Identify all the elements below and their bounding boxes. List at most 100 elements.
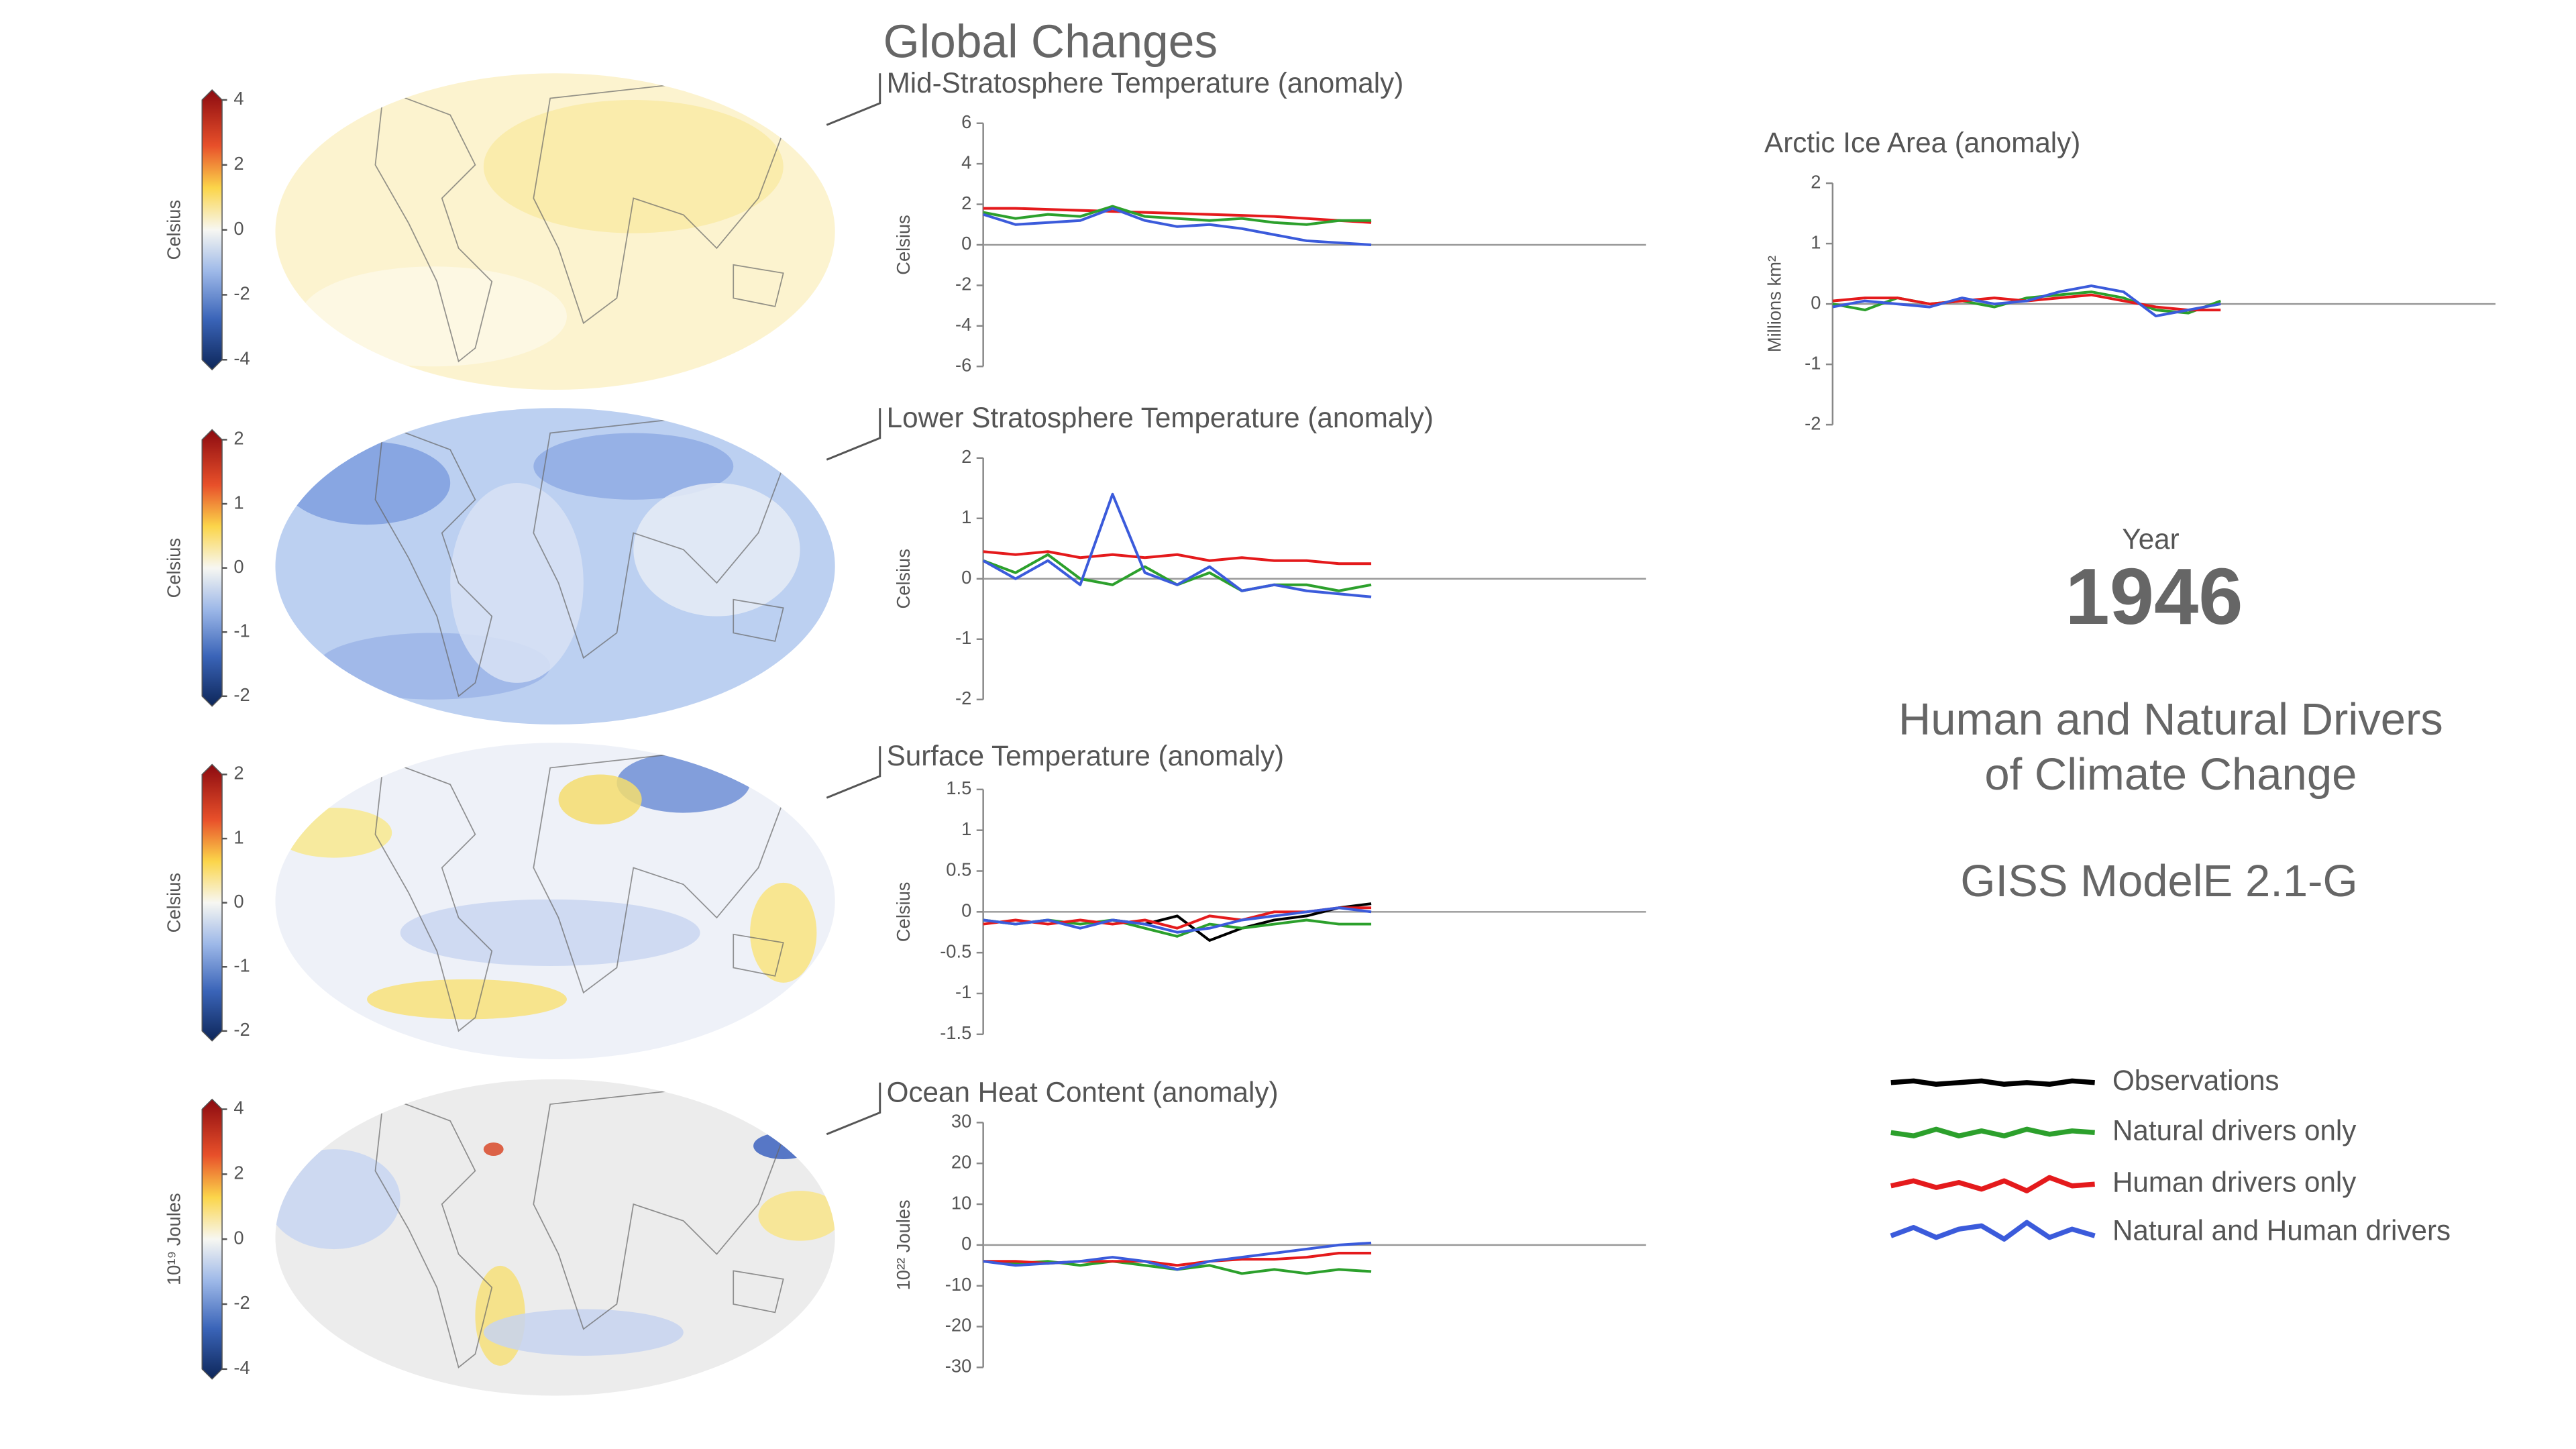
map-anomaly xyxy=(753,1132,814,1159)
series-line xyxy=(982,492,1372,598)
map-anomaly xyxy=(633,483,800,616)
map-anomaly xyxy=(483,1309,684,1356)
colorbar xyxy=(201,429,223,707)
y-tick-label: -1 xyxy=(955,627,971,648)
map-anomaly xyxy=(450,483,584,683)
legend-label: Natural drivers only xyxy=(2112,1114,2357,1146)
y-tick-label: -0.5 xyxy=(940,941,971,961)
colorbar-tick-label: -2 xyxy=(233,283,250,304)
y-tick-label: -2 xyxy=(955,274,971,294)
y-tick-label: 0.5 xyxy=(946,859,971,880)
y-axis-label: Celsius xyxy=(893,882,914,943)
y-tick-label: 0 xyxy=(961,233,971,254)
y-tick-label: -10 xyxy=(945,1274,971,1295)
chart-title: Ocean Heat Content (anomaly) xyxy=(887,1076,1279,1108)
y-tick-label: 0 xyxy=(961,1233,971,1254)
series-line xyxy=(1832,284,2221,318)
colorbar-label: Celsius xyxy=(164,538,184,598)
chart-title: Lower Stratosphere Temperature (anomaly) xyxy=(887,402,1434,433)
title-pointer xyxy=(826,1082,881,1136)
y-axis-label: Millions km² xyxy=(1764,256,1785,352)
map-anomaly xyxy=(483,1142,504,1157)
y-axis-label: 10²² Joules xyxy=(893,1199,914,1290)
map-anomaly xyxy=(300,266,567,367)
series-line xyxy=(983,906,1372,934)
y-tick-label: -1.5 xyxy=(940,1022,971,1043)
legend-swatch xyxy=(1890,1175,2095,1193)
map-anomaly xyxy=(758,1191,835,1241)
map-anomaly xyxy=(400,899,700,966)
colorbar-tick-label: 2 xyxy=(233,428,244,449)
colorbar-tick-label: -2 xyxy=(233,684,250,705)
y-tick-label: 0 xyxy=(961,567,971,588)
legend-swatch xyxy=(1890,1078,2095,1087)
colorbar-tick-label: 1 xyxy=(233,492,244,513)
chart-title: Surface Temperature (anomaly) xyxy=(887,740,1284,771)
map-anomaly xyxy=(558,774,642,824)
y-tick-label: -6 xyxy=(955,354,971,375)
y-tick-label: 6 xyxy=(961,111,971,132)
colorbar-tick-label: 4 xyxy=(233,88,244,109)
colorbar-tick-label: 0 xyxy=(233,1227,244,1248)
title-pointer xyxy=(826,73,881,126)
legend-label: Human drivers only xyxy=(2112,1166,2357,1197)
y-tick-label: 30 xyxy=(951,1111,971,1132)
y-tick-label: 2 xyxy=(961,193,971,213)
y-tick-label: 0 xyxy=(1811,292,1821,313)
legend-label: Observations xyxy=(2112,1065,2279,1096)
colorbar-tick-label: -1 xyxy=(233,620,250,641)
colorbar-tick-label: 2 xyxy=(233,1163,244,1183)
series-line xyxy=(983,207,1372,246)
chart-title: Arctic Ice Area (anomaly) xyxy=(1764,127,2080,158)
title-pointer xyxy=(826,746,881,799)
colorbar-label: 10¹⁹ Joules xyxy=(164,1193,184,1285)
year-label: Year xyxy=(2122,523,2179,555)
colorbar-tick-label: 1 xyxy=(233,826,244,847)
colorbar-tick-label: 4 xyxy=(233,1097,244,1118)
colorbar-label: Celsius xyxy=(164,200,184,260)
legend-swatch xyxy=(1890,1126,2095,1138)
colorbar-tick-label: 0 xyxy=(233,891,244,912)
page-title: Global Changes xyxy=(883,15,1218,67)
title-pointer xyxy=(826,408,881,461)
colorbar-tick-label: 2 xyxy=(233,763,244,784)
y-tick-label: -1 xyxy=(1805,352,1821,373)
y-tick-label: -4 xyxy=(955,314,971,335)
colorbar-label: Celsius xyxy=(164,873,184,933)
y-tick-label: -2 xyxy=(1805,413,1821,433)
map-anomaly xyxy=(483,99,784,233)
model-name: GISS ModelE 2.1-G xyxy=(1960,856,2357,906)
series-line xyxy=(983,205,1372,226)
y-tick-label: 0 xyxy=(961,900,971,921)
colorbar-tick-label: -2 xyxy=(233,1292,250,1313)
year: 1946 xyxy=(2065,552,2243,641)
colorbar-tick-label: -4 xyxy=(233,347,250,368)
map-anomaly xyxy=(533,433,734,500)
y-tick-label: 1 xyxy=(961,506,971,527)
y-tick-label: -2 xyxy=(955,688,971,708)
map-anomaly xyxy=(283,441,451,525)
y-tick-label: 1.5 xyxy=(946,777,971,798)
series-line xyxy=(983,207,1372,224)
colorbar-tick-label: -2 xyxy=(233,1019,250,1040)
y-tick-label: 2 xyxy=(961,446,971,467)
map-anomaly xyxy=(750,882,817,983)
colorbar-tick-label: -1 xyxy=(233,955,250,975)
y-tick-label: -1 xyxy=(955,981,971,1002)
y-tick-label: -30 xyxy=(945,1356,971,1377)
map xyxy=(275,1079,835,1396)
map-anomaly xyxy=(275,1149,400,1250)
colorbar xyxy=(201,89,223,371)
headline: Human and Natural Drivers xyxy=(1898,694,2443,745)
y-axis-label: Celsius xyxy=(893,549,914,609)
map xyxy=(275,743,835,1060)
legend-label: Natural and Human drivers xyxy=(2112,1214,2451,1246)
y-axis-label: Celsius xyxy=(893,215,914,275)
map-anomaly xyxy=(367,979,567,1020)
map xyxy=(275,408,835,724)
chart-title: Mid-Stratosphere Temperature (anomaly) xyxy=(887,67,1404,99)
y-tick-label: 1 xyxy=(961,818,971,839)
colorbar xyxy=(201,763,223,1042)
y-tick-label: 2 xyxy=(1811,171,1821,192)
